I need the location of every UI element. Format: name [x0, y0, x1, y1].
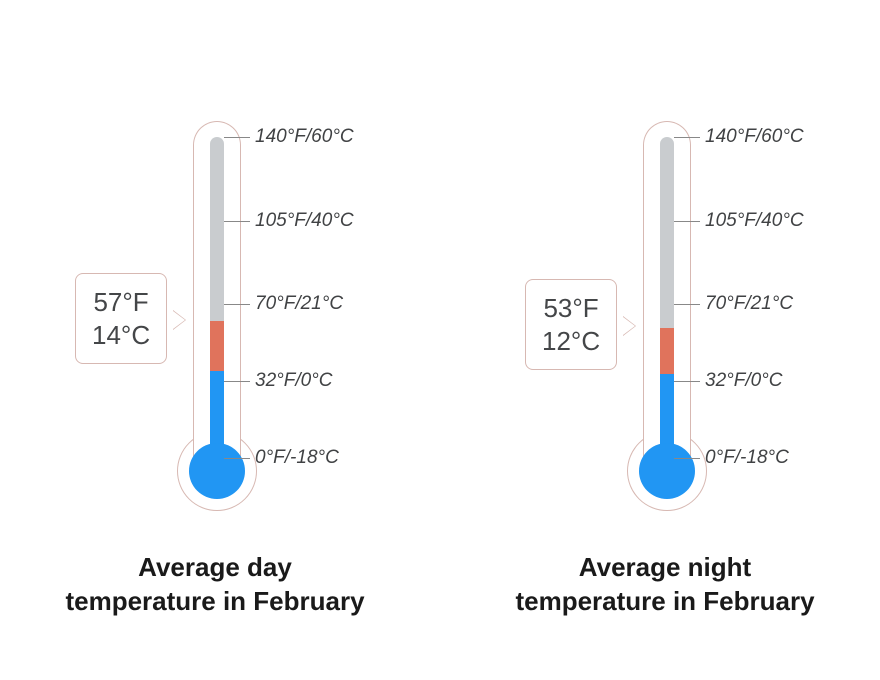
tick-line — [674, 137, 700, 138]
tick-line — [224, 381, 250, 382]
thermometer-night: 140°F/60°C 105°F/40°C 70°F/21°C 32°F/0°C… — [465, 61, 865, 541]
bulb-fill — [189, 443, 245, 499]
tick-line — [224, 221, 250, 222]
tick-label: 0°F/-18°C — [705, 447, 789, 469]
value-celsius: 14°C — [92, 319, 150, 352]
tick-label: 32°F/0°C — [705, 370, 783, 392]
value-box-night: 53°F 12°C — [525, 279, 617, 370]
thermometer-panel-day: 140°F/60°C 105°F/40°C 70°F/21°C 32°F/0°C… — [15, 61, 415, 619]
tick-line — [674, 381, 700, 382]
tick-label: 140°F/60°C — [255, 126, 354, 148]
caption-line1: Average night — [579, 552, 751, 582]
value-fahrenheit: 53°F — [542, 292, 600, 325]
tick-label: 32°F/0°C — [255, 370, 333, 392]
value-fahrenheit: 57°F — [92, 286, 150, 319]
tick-label: 0°F/-18°C — [255, 447, 339, 469]
value-pointer — [173, 311, 185, 329]
tick-line — [674, 221, 700, 222]
tube-red-fill-night — [660, 328, 674, 375]
caption-line2: temperature in February — [65, 586, 364, 616]
thermometer-day: 140°F/60°C 105°F/40°C 70°F/21°C 32°F/0°C… — [15, 61, 415, 541]
value-celsius: 12°C — [542, 325, 600, 358]
value-pointer — [623, 317, 635, 335]
tick-label: 140°F/60°C — [705, 126, 804, 148]
tick-line — [674, 458, 700, 459]
caption-line2: temperature in February — [515, 586, 814, 616]
tick-line — [674, 304, 700, 305]
tube-red-fill-day — [210, 321, 224, 371]
caption-day: Average day temperature in February — [25, 551, 405, 619]
tick-label: 105°F/40°C — [705, 210, 804, 232]
value-box-day: 57°F 14°C — [75, 273, 167, 364]
tick-line — [224, 137, 250, 138]
tick-line — [224, 304, 250, 305]
caption-line1: Average day — [138, 552, 292, 582]
tick-line — [224, 458, 250, 459]
bulb-fill — [639, 443, 695, 499]
caption-night: Average night temperature in February — [475, 551, 855, 619]
tick-label: 70°F/21°C — [255, 293, 343, 315]
tick-label: 105°F/40°C — [255, 210, 354, 232]
tick-label: 70°F/21°C — [705, 293, 793, 315]
thermometer-panel-night: 140°F/60°C 105°F/40°C 70°F/21°C 32°F/0°C… — [465, 61, 865, 619]
